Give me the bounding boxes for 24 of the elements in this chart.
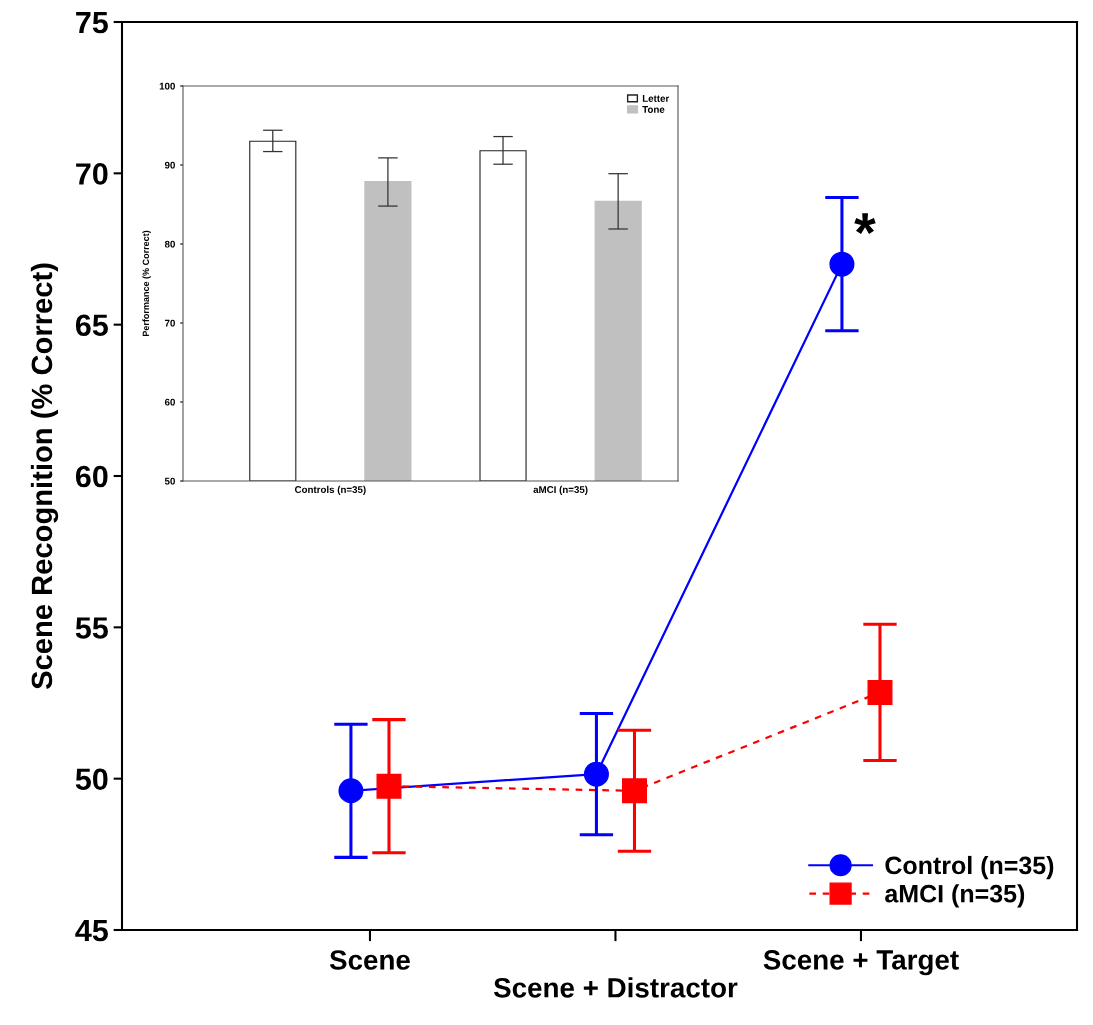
y-tick-label: 55 — [75, 617, 108, 639]
y-tick-label: 90 — [164, 161, 175, 169]
y-tick-label: 70 — [164, 319, 175, 327]
legend-label: Letter — [642, 95, 670, 102]
legend-label: Tone — [642, 106, 665, 113]
y-tick-label: 70 — [76, 163, 108, 185]
y-tick-label: 60 — [75, 465, 108, 488]
y-tick-label: 75 — [76, 12, 108, 34]
x-tick-label: Scene + Target — [763, 950, 959, 976]
y-tick-label: 65 — [75, 314, 108, 337]
y-tick-label: 100 — [159, 82, 175, 90]
x-tick-label: Scene + Distractor — [493, 977, 738, 998]
annotation: * — [854, 213, 876, 235]
legend-label: Control (n=35) — [885, 855, 1054, 880]
y-tick-label: 80 — [164, 240, 175, 248]
y-axis-title: Scene Recognition (% Correct) — [30, 263, 59, 690]
y-tick-label: 45 — [75, 920, 108, 942]
y-tick-label: 60 — [164, 398, 175, 406]
x-tick-label: Controls (n=35) — [294, 485, 366, 495]
y-tick-label: 50 — [164, 477, 175, 485]
legend-label: aMCI (n=35) — [885, 884, 1025, 908]
y-axis-title: Performance (% Correct) — [142, 230, 151, 337]
x-tick-label: Scene — [329, 950, 410, 970]
y-tick-label: 50 — [75, 768, 108, 791]
